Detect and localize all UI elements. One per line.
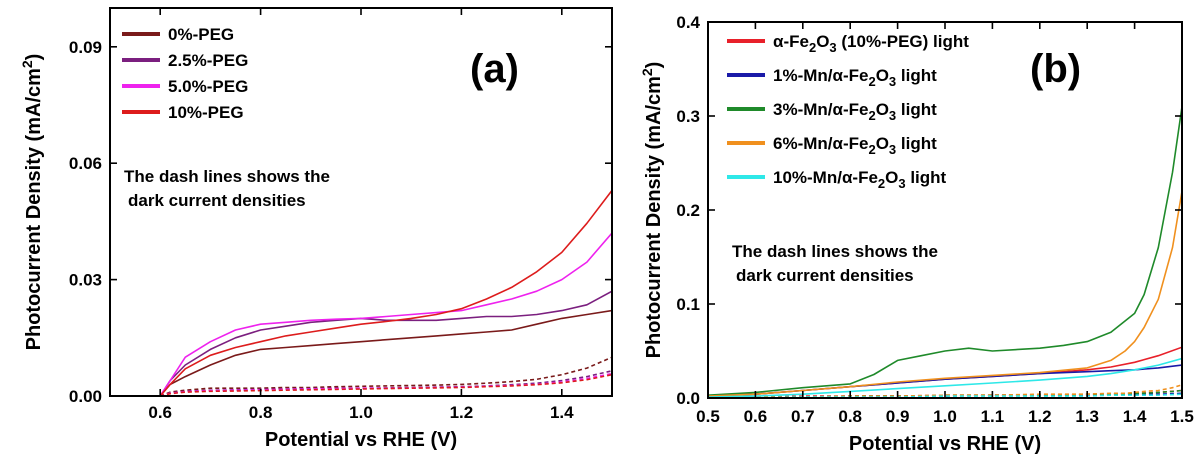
legend-label-2: 1%-Mn/α-Fe2O3 light <box>773 66 937 89</box>
x-tick-label: 0.6 <box>744 407 768 426</box>
y-tick-label: 0.3 <box>676 107 700 126</box>
y-axis-label: Photocurrent Density (mA/cm2) <box>19 54 45 351</box>
x-axis-label: Potential vs RHE (V) <box>849 433 1041 455</box>
dark-line-4 <box>160 373 612 396</box>
annotation-line-1: The dash lines shows the <box>124 167 330 186</box>
x-tick-label: 1.0 <box>349 403 373 422</box>
y-tick-label: 0.1 <box>676 295 700 314</box>
series-line-4 <box>708 191 1182 397</box>
series-line-4 <box>159 189 612 396</box>
legend-label-1: α-Fe2O3 (10%-PEG) light <box>773 32 969 55</box>
y-axis-label: Photocurrent Density (mA/cm2) <box>639 62 665 359</box>
dark-line-1 <box>159 356 612 396</box>
series-line-3 <box>159 232 612 396</box>
dark-line-4 <box>708 384 1182 398</box>
dark-current-lines <box>159 356 612 396</box>
x-tick-label: 0.9 <box>886 407 910 426</box>
y-tick-label: 0.0 <box>676 389 700 408</box>
x-tick-label: 0.5 <box>696 407 720 426</box>
series-line-1 <box>159 309 612 396</box>
series-lines <box>159 189 612 396</box>
x-tick-label: 0.8 <box>249 403 273 422</box>
x-tick-label: 1.1 <box>981 407 1005 426</box>
x-tick-label: 1.3 <box>1075 407 1099 426</box>
x-tick-label: 1.0 <box>933 407 957 426</box>
dark-line-2 <box>159 370 612 396</box>
series-line-3 <box>708 106 1182 396</box>
chart-panel-1: 0.6 0.8 1.0 1.2 1.4 0.00 0.03 0.06 0.09 Potential… <box>19 7 613 451</box>
panel-label: (a) <box>470 47 519 91</box>
legend-label-1: 0%-PEG <box>168 25 234 44</box>
annotation-line-2: dark current densities <box>736 266 914 285</box>
series-line-1 <box>708 346 1182 397</box>
annotation-line-1: The dash lines shows the <box>732 242 938 261</box>
dark-line-3 <box>159 372 612 396</box>
y-tick-label: 0.2 <box>676 201 700 220</box>
y-tick-label: 0.4 <box>676 13 700 32</box>
legend-label-3: 5.0%-PEG <box>168 77 248 96</box>
x-axis-label: Potential vs RHE (V) <box>265 429 457 451</box>
legend-label-3: 3%-Mn/α-Fe2O3 light <box>773 100 937 123</box>
legend: 0%-PEG 2.5%-PEG 5.0%-PEG 10%-PEG <box>122 25 248 122</box>
x-tick-label: 1.5 <box>1170 407 1194 426</box>
x-tick-label: 1.2 <box>1028 407 1052 426</box>
panel-label: (b) <box>1030 47 1081 91</box>
chart-panel-2: 0.5 0.6 0.7 0.8 0.9 1.0 1.1 1.2 1.3 1.4 1.5 0.0 0.1 0… <box>639 13 1194 455</box>
x-tick-label: 0.6 <box>148 403 172 422</box>
x-tick-label: 1.2 <box>450 403 474 422</box>
legend-label-4: 6%-Mn/α-Fe2O3 light <box>773 134 937 157</box>
annotation-line-2: dark current densities <box>128 191 306 210</box>
x-tick-label: 1.4 <box>550 403 574 422</box>
legend: α-Fe2O3 (10%-PEG) light 1%-Mn/α-Fe2O3 lig… <box>727 32 969 191</box>
legend-label-2: 2.5%-PEG <box>168 51 248 70</box>
y-tick-label: 0.06 <box>69 154 102 173</box>
legend-label-4: 10%-PEG <box>168 103 244 122</box>
y-tick-label: 0.00 <box>69 387 102 406</box>
y-tick-label: 0.09 <box>69 38 102 57</box>
x-tick-label: 1.4 <box>1123 407 1147 426</box>
x-tick-label: 0.8 <box>838 407 862 426</box>
series-line-2 <box>159 290 612 396</box>
legend-label-5: 10%-Mn/α-Fe2O3 light <box>773 168 947 191</box>
x-tick-label: 0.7 <box>791 407 815 426</box>
y-tick-label: 0.03 <box>69 271 102 290</box>
